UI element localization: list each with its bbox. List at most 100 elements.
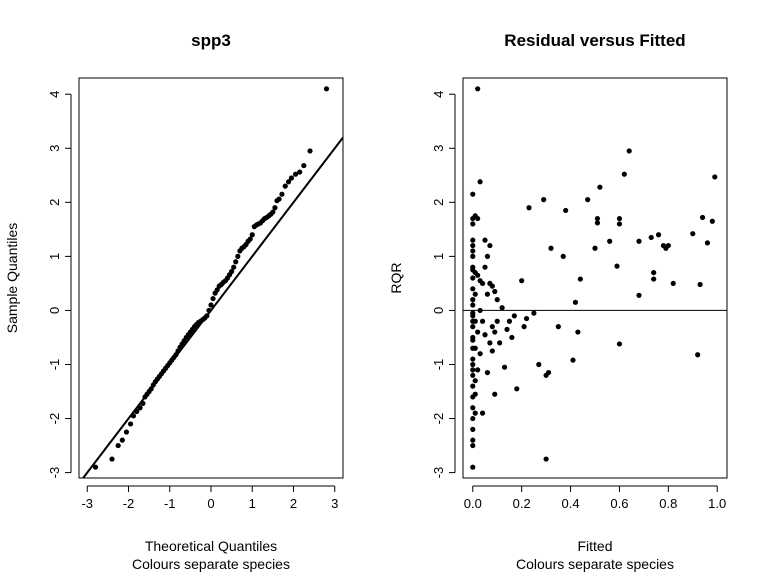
residual-plot-point xyxy=(475,272,481,278)
residual-plot-point xyxy=(477,351,483,357)
residual-plot-point xyxy=(509,334,515,341)
residual-plot-y-tick-label: 1 xyxy=(431,253,446,260)
residual-plot-point xyxy=(472,378,478,384)
residual-plot-point xyxy=(514,386,520,392)
residual-plot-point xyxy=(470,442,476,449)
residual-plot-point xyxy=(470,324,476,330)
residual-plot-point xyxy=(487,340,493,346)
residual-plot-point xyxy=(560,253,566,259)
qq-plot-point xyxy=(233,259,239,265)
residual-plot-point xyxy=(475,86,481,92)
residual-plot-point xyxy=(472,318,478,324)
residual-plot-point xyxy=(470,405,476,411)
residual-plot-point xyxy=(585,197,591,203)
residual-plot-point xyxy=(526,205,532,211)
residual-plot-point xyxy=(570,357,576,363)
residual-plot-point xyxy=(489,324,495,330)
qq-plot-point xyxy=(134,408,140,415)
residual-plot-point xyxy=(470,372,476,378)
residual-plot-point xyxy=(482,237,488,243)
qq-plot-point xyxy=(247,236,253,242)
residual-plot-point xyxy=(651,269,657,276)
residual-plot-x-tick-label: 1.0 xyxy=(708,496,726,511)
residual-plot-point xyxy=(470,310,476,316)
residual-plot-frame xyxy=(462,77,728,479)
qq-plot-frame xyxy=(78,77,344,479)
residual-plot-point xyxy=(494,297,500,303)
qq-plot-point xyxy=(323,86,330,92)
residual-plot-points xyxy=(470,86,718,470)
residual-plot-point xyxy=(597,184,603,190)
residual-plot-point xyxy=(695,352,701,358)
residual-plot-point xyxy=(614,263,620,269)
residual-plot-point xyxy=(470,275,476,281)
residual-plot-point xyxy=(712,174,718,180)
qq-plot-point xyxy=(270,209,276,215)
residual-plot-subtitle: Colours separate species xyxy=(516,556,674,572)
qq-plot-x-tick-label: 0 xyxy=(207,496,214,511)
qq-plot-point xyxy=(285,179,292,185)
residual-plot-point xyxy=(555,324,561,330)
qq-plot-x-tick-label: 2 xyxy=(290,496,297,511)
residual-plot-point xyxy=(470,383,476,389)
residual-plot-point xyxy=(536,361,542,368)
residual-plot-point xyxy=(575,329,581,335)
qq-plot-point xyxy=(92,464,99,470)
qq-plot-point xyxy=(297,169,303,175)
residual-plot-y-ticks: -3 -2 -1 0 1 2 3 4 xyxy=(431,91,456,478)
qq-plot-point xyxy=(307,148,313,154)
residual-plot-y-tick-label: -1 xyxy=(431,359,446,371)
residual-plot-point xyxy=(563,207,569,214)
qq-plot-point xyxy=(208,302,214,308)
residual-plot-point xyxy=(697,281,703,288)
qq-plot-point xyxy=(282,183,288,189)
residual-plot-point xyxy=(482,264,488,270)
qq-plot-point xyxy=(130,413,137,419)
residual-plot-point xyxy=(545,369,552,376)
residual-plot-point xyxy=(636,238,642,244)
qq-plot-y-tick-label: 3 xyxy=(47,145,62,152)
residual-plot-x-axis-label: Fitted xyxy=(577,538,612,554)
residual-plot-point xyxy=(470,337,476,343)
residual-plot-point xyxy=(699,214,706,221)
qq-plot-x-tick-label: -3 xyxy=(81,496,93,511)
residual-plot-x-tick-label: 0.4 xyxy=(562,496,580,511)
residual-plot-point xyxy=(621,171,627,177)
qq-plot-point xyxy=(249,232,255,238)
qq-plot-y-tick-label: 4 xyxy=(47,91,62,98)
residual-plot-point xyxy=(484,369,491,376)
qq-plot-y-tick-label: 1 xyxy=(47,253,62,260)
residual-plot-point xyxy=(504,326,510,332)
residual-plot-point xyxy=(572,299,579,305)
qq-plot-y-tick-label: 2 xyxy=(47,199,62,206)
qq-plot-point xyxy=(235,253,241,259)
qq-plot-point xyxy=(279,191,285,197)
residual-plot-y-tick-label: 2 xyxy=(431,199,446,206)
residual-plot-point xyxy=(472,291,478,297)
residual-plot-point xyxy=(470,302,476,308)
qq-plot-y-tick-label: -2 xyxy=(47,413,62,425)
qq-plot-point xyxy=(137,405,143,411)
residual-plot-point xyxy=(531,310,537,316)
residual-plot-point xyxy=(541,197,547,203)
residual-plot-point xyxy=(616,221,623,227)
residual-plot-point xyxy=(506,318,513,324)
residual-plot-point xyxy=(492,391,498,397)
qq-plot-y-tick-label: 0 xyxy=(47,307,62,314)
residual-plot-point xyxy=(475,215,481,222)
residual-plot-point xyxy=(472,345,478,351)
residual-plot-point xyxy=(651,276,657,282)
residual-plot-panel: Residual versus Fitted Fitted Colours se… xyxy=(388,31,728,572)
qq-plot-y-tick-label: -3 xyxy=(47,467,62,479)
residual-plot-point xyxy=(470,426,476,432)
residual-plot-point xyxy=(616,215,623,222)
qq-plot-points xyxy=(92,86,330,470)
residual-plot-title: Residual versus Fitted xyxy=(504,31,685,50)
residual-plot-point xyxy=(470,437,476,443)
qq-plot-point xyxy=(229,268,235,275)
residual-plot-point xyxy=(487,242,493,249)
residual-plot-point xyxy=(594,220,601,226)
residual-plot-point xyxy=(479,410,486,416)
qq-plot-point xyxy=(127,421,134,427)
residual-plot-point xyxy=(626,148,632,154)
